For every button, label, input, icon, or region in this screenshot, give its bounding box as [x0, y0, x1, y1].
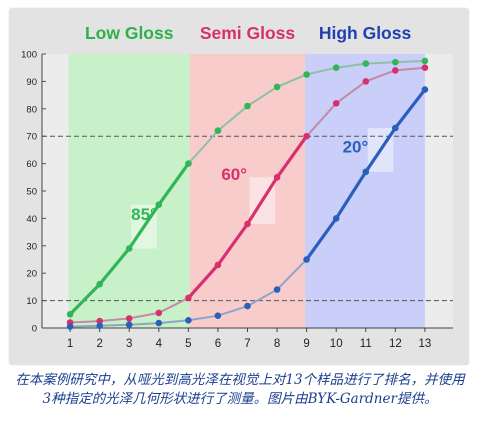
x-tick-label: 8: [274, 338, 280, 350]
series-20-point: [332, 215, 340, 222]
series-60-point: [332, 100, 340, 107]
series-20-point: [66, 323, 74, 330]
series-85-point: [421, 57, 429, 65]
series-20-label: 20°: [343, 138, 369, 157]
series-20-point: [214, 312, 222, 320]
y-tick-label: 10: [26, 296, 37, 307]
series-60-point: [125, 315, 133, 322]
x-tick-label: 12: [389, 338, 402, 350]
x-tick-label: 6: [215, 338, 221, 350]
series-60-point: [421, 64, 429, 71]
x-tick-label: 2: [96, 338, 102, 350]
high-gloss-label: High Gloss: [319, 23, 412, 43]
series-60-point: [185, 294, 192, 302]
series-20-point: [392, 124, 399, 132]
x-tick-label: 4: [156, 338, 163, 350]
series-60-point: [214, 261, 222, 269]
series-60-label: 60°: [221, 165, 247, 184]
series-60-point: [244, 220, 251, 228]
series-85-point: [155, 201, 163, 208]
y-tick-label: 0: [32, 324, 37, 335]
series-85-point: [303, 71, 310, 78]
series-60-point: [362, 78, 370, 85]
y-tick-label: 40: [26, 214, 37, 225]
y-tick-label: 70: [26, 132, 37, 143]
semi-gloss-region: [189, 54, 306, 328]
series-85-point: [362, 60, 370, 67]
series-85-point: [244, 102, 251, 110]
series-85-point: [96, 280, 103, 288]
series-20-point: [273, 286, 281, 293]
y-tick-label: 60: [26, 159, 37, 170]
semi-gloss-label: Semi Gloss: [200, 23, 296, 43]
y-tick-label: 30: [26, 241, 37, 252]
x-tick-label: 5: [185, 338, 191, 350]
y-tick-label: 80: [26, 104, 37, 115]
series-60-point: [392, 67, 399, 74]
series-20-point: [185, 317, 192, 324]
series-60-point: [155, 309, 163, 317]
series-20-point: [155, 319, 163, 327]
x-tick-label: 11: [360, 338, 372, 350]
series-20-point: [244, 302, 251, 310]
series-85-point: [214, 127, 222, 134]
series-85-point: [185, 160, 192, 167]
figure-caption: 在本案例研究中，从哑光到高光泽在视觉上对13个样品进行了排名，并使用3种指定的光…: [15, 372, 465, 407]
series-85-point: [273, 83, 281, 91]
low-gloss-region: [68, 54, 190, 328]
series-60-point: [273, 174, 281, 181]
series-85-point: [392, 58, 399, 66]
chart-figure: Low Gloss Semi Gloss High Gloss 0 10 20 30 40 50…: [9, 8, 469, 365]
x-tick-label: 9: [303, 338, 309, 350]
series-60-point: [303, 132, 310, 140]
x-tick-label: 7: [244, 338, 250, 350]
y-tick-label: 50: [26, 187, 37, 198]
series-85-point: [125, 245, 133, 252]
series-20-point: [421, 86, 429, 93]
x-tick-label: 13: [419, 338, 432, 350]
y-tick-label: 20: [26, 269, 37, 280]
y-tick-label: 100: [21, 50, 37, 61]
series-85-point: [66, 311, 74, 318]
gloss-chart: Low Gloss Semi Gloss High Gloss 0 10 20 30 40 50…: [21, 23, 453, 350]
series-85-label: 85°: [131, 205, 157, 224]
high-gloss-region: [305, 54, 425, 328]
series-20-point: [303, 256, 310, 263]
series-85-point: [332, 64, 340, 71]
y-tick-label: 90: [26, 77, 37, 88]
series-20-point: [125, 321, 133, 329]
series-60-point: [96, 317, 103, 325]
x-tick-label: 1: [67, 338, 73, 350]
x-tick-label: 3: [126, 338, 132, 350]
series-20-point: [362, 168, 370, 176]
series-20-point: [96, 322, 103, 330]
x-tick-label: 10: [330, 338, 343, 350]
low-gloss-label: Low Gloss: [85, 23, 174, 43]
